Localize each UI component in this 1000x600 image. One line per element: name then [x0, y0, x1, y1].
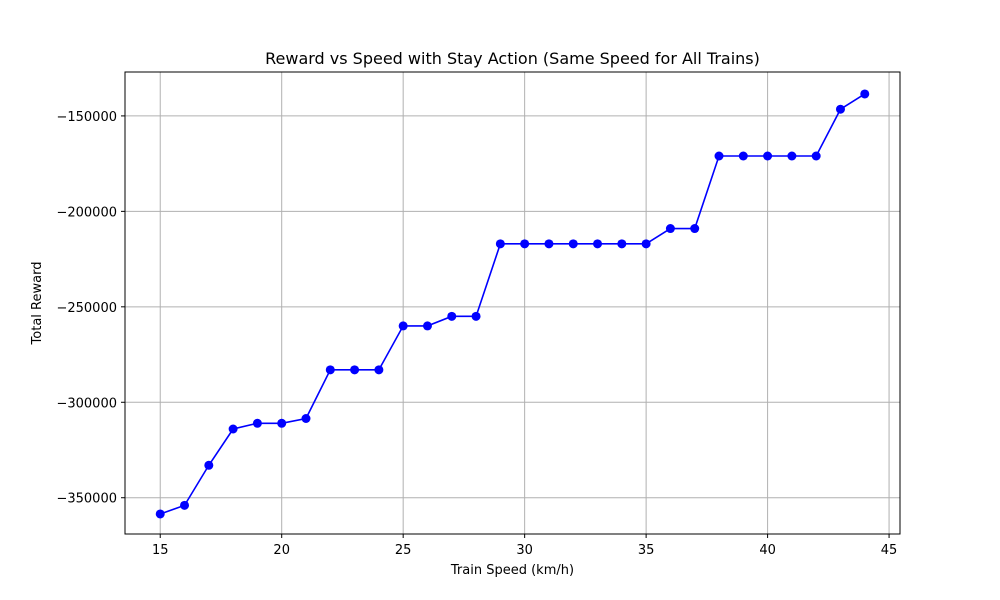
data-point	[301, 414, 311, 423]
y-tick-label: −200000	[56, 205, 117, 220]
data-point	[155, 509, 165, 519]
data-point	[811, 151, 821, 161]
chart-title: Reward vs Speed with Stay Action (Same S…	[265, 49, 760, 68]
series-line-path	[159, 93, 866, 515]
data-point	[714, 151, 724, 161]
axis-ticks: 15 20 25 30 35 40 45 −350000 −300000 −250000 −2000…	[56, 110, 897, 558]
data-point	[763, 151, 773, 161]
data-point	[787, 151, 797, 161]
x-tick-label: 25	[395, 543, 412, 558]
data-point	[422, 321, 432, 331]
data-point	[447, 311, 457, 321]
data-point	[204, 460, 214, 470]
plot-frame	[124, 71, 901, 535]
data-point	[617, 239, 627, 249]
data-point	[398, 321, 408, 331]
data-point	[471, 311, 481, 321]
x-tick-label: 35	[638, 543, 655, 558]
data-point	[350, 365, 360, 375]
data-point	[325, 365, 335, 375]
data-point	[277, 418, 287, 428]
series-line	[155, 89, 870, 519]
x-tick-label: 20	[273, 543, 290, 558]
data-point	[180, 500, 190, 510]
data-point	[835, 104, 845, 114]
data-point	[374, 365, 384, 375]
y-tick-label: −350000	[56, 492, 117, 507]
data-point	[593, 239, 603, 249]
x-axis-label: Train Speed (km/h)	[450, 563, 574, 578]
data-point	[544, 239, 554, 249]
data-point	[690, 224, 700, 234]
data-point	[228, 424, 238, 434]
y-axis-label: Total Reward	[30, 262, 45, 346]
x-tick-label: 30	[516, 543, 533, 558]
y-tick-label: −300000	[56, 396, 117, 411]
data-point	[860, 89, 870, 99]
grid	[125, 72, 900, 534]
data-point	[252, 418, 262, 428]
data-point	[738, 151, 748, 161]
x-tick-label: 40	[759, 543, 776, 558]
data-point	[495, 239, 505, 249]
data-point	[520, 239, 530, 249]
y-tick-label: −150000	[56, 110, 117, 125]
x-tick-label: 45	[881, 543, 898, 558]
x-tick-label: 15	[152, 543, 169, 558]
y-tick-label: −250000	[56, 301, 117, 316]
data-point	[568, 239, 578, 249]
data-point	[641, 239, 651, 249]
data-point	[665, 224, 675, 234]
